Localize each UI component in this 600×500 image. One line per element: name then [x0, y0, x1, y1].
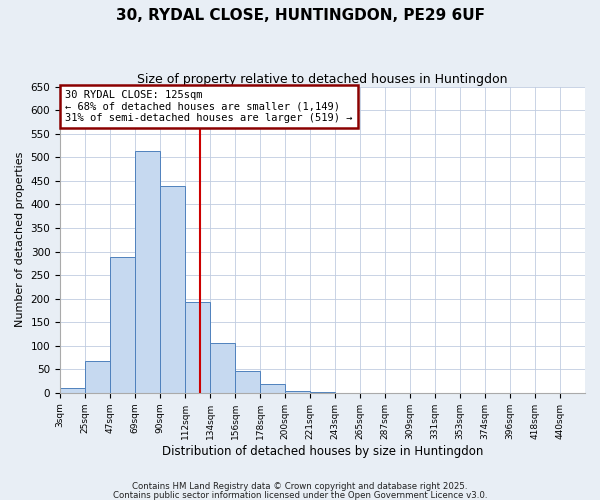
Bar	[210, 343, 235, 393]
Bar	[285, 391, 310, 393]
Bar	[85, 362, 110, 393]
Bar	[110, 257, 135, 393]
Bar	[235, 371, 260, 393]
X-axis label: Distribution of detached houses by size in Huntingdon: Distribution of detached houses by size …	[162, 444, 483, 458]
Bar	[185, 302, 210, 393]
Text: Contains public sector information licensed under the Open Government Licence v3: Contains public sector information licen…	[113, 490, 487, 500]
Y-axis label: Number of detached properties: Number of detached properties	[15, 152, 25, 328]
Title: Size of property relative to detached houses in Huntingdon: Size of property relative to detached ho…	[137, 72, 508, 86]
Text: 30, RYDAL CLOSE, HUNTINGDON, PE29 6UF: 30, RYDAL CLOSE, HUNTINGDON, PE29 6UF	[115, 8, 485, 22]
Bar	[135, 151, 160, 393]
Bar	[160, 186, 185, 393]
Text: Contains HM Land Registry data © Crown copyright and database right 2025.: Contains HM Land Registry data © Crown c…	[132, 482, 468, 491]
Bar	[260, 384, 285, 393]
Bar	[60, 388, 85, 393]
Text: 30 RYDAL CLOSE: 125sqm
← 68% of detached houses are smaller (1,149)
31% of semi-: 30 RYDAL CLOSE: 125sqm ← 68% of detached…	[65, 90, 353, 123]
